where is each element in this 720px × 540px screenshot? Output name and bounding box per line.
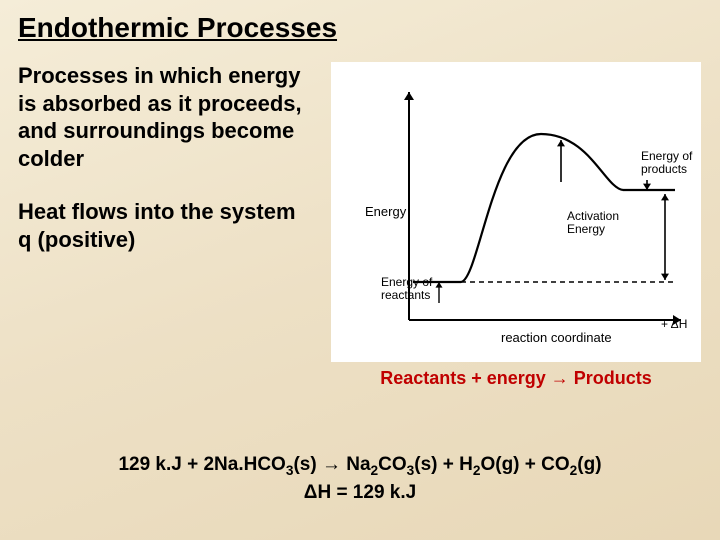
svg-text:Energy: Energy [567,222,605,236]
diagram-column: Energyreaction coordinateEnergy ofreacta… [330,62,702,389]
equation-line-1: 129 k.J + 2Na.HCO3(s) → Na2CO3(s) + H2O(… [0,452,720,480]
paragraph-1: Processes in which energy is absorbed as… [18,62,318,172]
energy-diagram-svg: Energyreaction coordinateEnergy ofreacta… [331,62,701,362]
energy-diagram: Energyreaction coordinateEnergy ofreacta… [331,62,701,362]
svg-text:Activation: Activation [567,209,619,223]
page-title: Endothermic Processes [18,12,702,44]
content-row: Processes in which energy is absorbed as… [18,62,702,389]
svg-text:reactants: reactants [381,288,430,302]
paragraph-2: Heat flows into the systemq (positive) [18,198,318,253]
svg-text:Energy: Energy [365,204,407,219]
diagram-caption: Reactants + energy → Products [380,368,652,389]
svg-text:products: products [641,162,687,176]
equation-block: 129 k.J + 2Na.HCO3(s) → Na2CO3(s) + H2O(… [0,452,720,506]
svg-text:Energy of: Energy of [641,149,693,163]
equation-line-2: ΔH = 129 k.J [0,480,720,506]
text-column: Processes in which energy is absorbed as… [18,62,318,389]
svg-text:reaction coordinate: reaction coordinate [501,330,612,345]
svg-text:Energy of: Energy of [381,275,433,289]
svg-text:+ ΔH: + ΔH [661,317,687,331]
